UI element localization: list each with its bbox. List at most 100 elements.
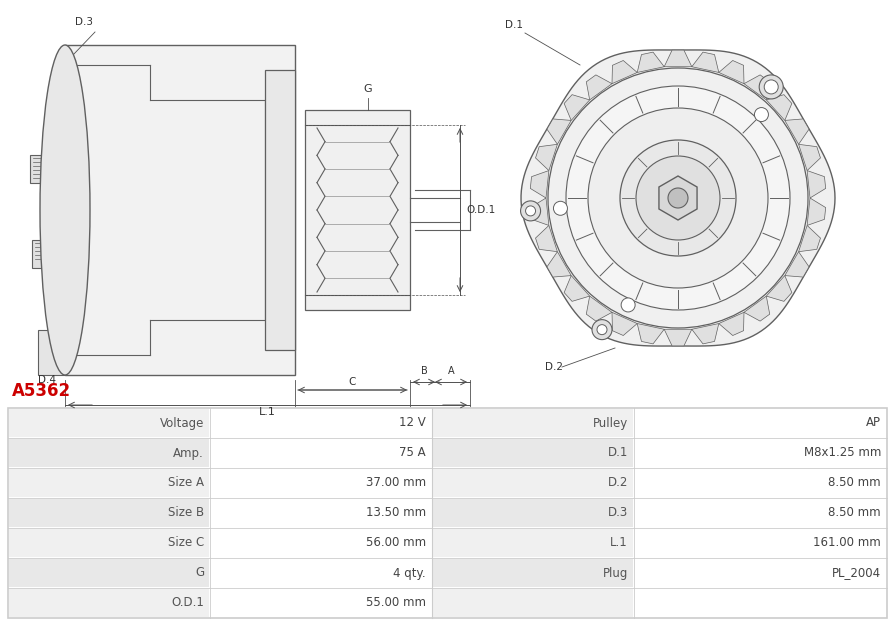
Circle shape	[668, 188, 688, 208]
Bar	[432, 528, 634, 558]
Circle shape	[592, 320, 612, 340]
Text: L.1: L.1	[259, 407, 276, 417]
Text: Size B: Size B	[168, 506, 204, 520]
Text: D.3: D.3	[608, 506, 628, 520]
Bar	[634, 408, 887, 438]
Bar	[8, 408, 887, 618]
Bar	[8, 558, 210, 588]
Bar	[634, 558, 887, 588]
Text: G: G	[195, 566, 204, 579]
Bar	[305, 110, 410, 310]
Text: 4 qty.: 4 qty.	[393, 566, 426, 579]
Bar	[432, 438, 634, 468]
Bar	[210, 468, 432, 498]
Polygon shape	[664, 50, 692, 67]
Circle shape	[765, 80, 778, 94]
Text: 8.50 mm: 8.50 mm	[829, 506, 881, 520]
Polygon shape	[612, 312, 637, 336]
Bar	[634, 498, 887, 528]
Circle shape	[521, 201, 541, 221]
Text: Voltage: Voltage	[160, 417, 204, 429]
Ellipse shape	[40, 45, 90, 375]
Polygon shape	[586, 296, 612, 321]
Text: A5362: A5362	[12, 382, 71, 400]
Polygon shape	[521, 50, 835, 346]
Polygon shape	[719, 60, 744, 83]
Circle shape	[759, 75, 783, 99]
Polygon shape	[744, 75, 770, 100]
Text: A: A	[448, 366, 454, 376]
Bar	[38, 330, 66, 375]
Text: D.2: D.2	[545, 362, 563, 372]
Polygon shape	[565, 95, 589, 120]
Text: 75 A: 75 A	[399, 447, 426, 460]
Text: 13.50 mm: 13.50 mm	[366, 506, 426, 520]
Bar	[30, 155, 68, 183]
Text: C: C	[348, 377, 356, 387]
Text: 8.50 mm: 8.50 mm	[829, 477, 881, 490]
Circle shape	[548, 68, 808, 328]
Polygon shape	[744, 296, 770, 321]
Text: 37.00 mm: 37.00 mm	[366, 477, 426, 490]
Polygon shape	[586, 75, 612, 100]
Polygon shape	[547, 119, 572, 145]
Bar	[210, 558, 432, 588]
Polygon shape	[535, 145, 557, 171]
Bar	[634, 468, 887, 498]
Circle shape	[621, 298, 635, 312]
Polygon shape	[798, 145, 821, 171]
Bar	[65, 45, 295, 375]
Circle shape	[636, 156, 720, 240]
Polygon shape	[798, 226, 821, 252]
Text: D.4: D.4	[38, 375, 56, 385]
Text: M8x1.25 mm: M8x1.25 mm	[804, 447, 881, 460]
Text: O.D.1: O.D.1	[171, 596, 204, 609]
Bar	[432, 588, 634, 618]
Polygon shape	[531, 198, 549, 226]
Polygon shape	[719, 312, 744, 336]
Bar	[210, 498, 432, 528]
Bar	[432, 498, 634, 528]
Bar	[8, 588, 210, 618]
Polygon shape	[807, 171, 826, 198]
Bar	[8, 408, 210, 438]
Text: 55.00 mm: 55.00 mm	[366, 596, 426, 609]
Circle shape	[755, 108, 768, 121]
Bar	[210, 588, 432, 618]
Text: 12 V: 12 V	[399, 417, 426, 429]
Bar	[8, 498, 210, 528]
Text: Size C: Size C	[168, 536, 204, 549]
Polygon shape	[547, 252, 572, 277]
Bar	[432, 558, 634, 588]
Text: D.2: D.2	[607, 477, 628, 490]
Text: Amp.: Amp.	[173, 447, 204, 460]
Bar	[265, 70, 295, 350]
Text: AP: AP	[866, 417, 881, 429]
Circle shape	[588, 108, 768, 288]
Polygon shape	[785, 119, 809, 145]
Bar	[634, 528, 887, 558]
Polygon shape	[692, 323, 719, 344]
Circle shape	[597, 325, 607, 335]
Polygon shape	[766, 95, 792, 120]
Text: D.1: D.1	[505, 20, 523, 30]
Circle shape	[525, 206, 535, 216]
Circle shape	[566, 86, 790, 310]
Text: Size A: Size A	[168, 477, 204, 490]
Polygon shape	[664, 330, 692, 346]
Text: Plug: Plug	[603, 566, 628, 579]
Bar	[8, 468, 210, 498]
Polygon shape	[535, 226, 557, 252]
Polygon shape	[766, 275, 792, 302]
Polygon shape	[692, 52, 719, 72]
Bar	[432, 468, 634, 498]
Bar	[210, 528, 432, 558]
Text: 161.00 mm: 161.00 mm	[813, 536, 881, 549]
Polygon shape	[637, 323, 664, 344]
Polygon shape	[531, 171, 549, 198]
Polygon shape	[659, 176, 697, 220]
Polygon shape	[637, 52, 664, 72]
Polygon shape	[785, 252, 809, 277]
Text: O.D.1: O.D.1	[466, 205, 495, 215]
Bar	[210, 408, 432, 438]
